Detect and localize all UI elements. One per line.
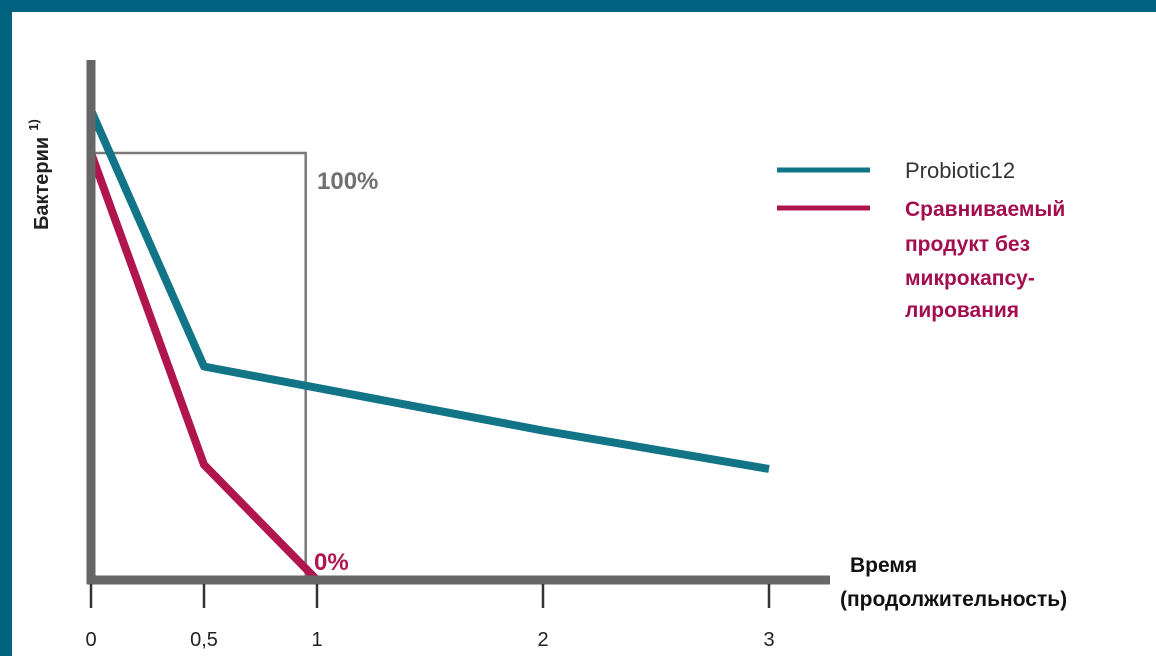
x-tick-label: 0,5 [190, 629, 218, 651]
reference-bracket-100-percent [91, 151, 307, 580]
series-line-comparison-product [87, 151, 781, 584]
x-tick-label: 1 [311, 629, 322, 651]
x-tick-label: 0 [85, 629, 96, 651]
annotation-0-percent: 0% [314, 549, 349, 576]
bacteria-survival-chart: 0 0,5 1 2 3 Бактерии1) Время (продолжительно… [26, 60, 1071, 651]
x-tick-label: 3 [763, 629, 774, 651]
legend-label-probiotic12: Probiotic12 [905, 158, 1015, 183]
x-tick-label: 2 [537, 629, 548, 651]
series-line-probiotic12 [87, 108, 770, 473]
legend: Probiotic12 Сравниваемый продукт без мик… [777, 158, 1071, 322]
y-axis-label: Бактерии1) [26, 119, 53, 230]
legend-label-comparison-product: Сравниваемый продукт без микрокапсу- лир… [905, 198, 1071, 322]
x-axis-label: Время (продолжительность) [840, 554, 1067, 611]
chart-panel: 0 0,5 1 2 3 Бактерии1) Время (продолжительно… [12, 12, 1156, 656]
annotation-100-percent: 100% [317, 168, 378, 195]
